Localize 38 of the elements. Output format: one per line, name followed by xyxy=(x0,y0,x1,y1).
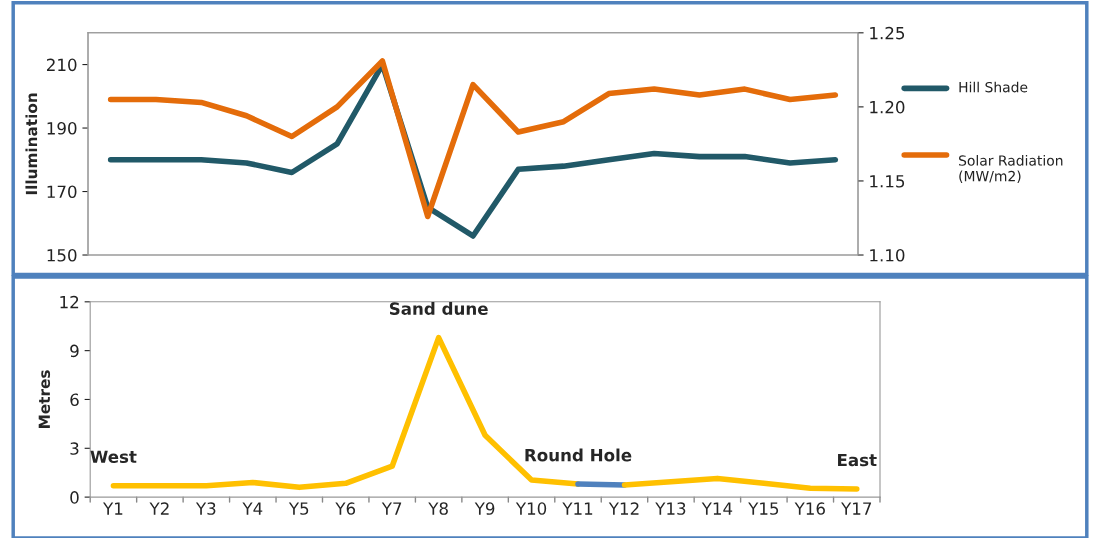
x-tick-label: Y15 xyxy=(748,502,779,515)
y-tick-label: 190 xyxy=(47,122,77,135)
x-tick-label: Y2 xyxy=(149,502,169,515)
x-tick-label: Y14 xyxy=(701,502,733,515)
y-tick-label: 170 xyxy=(47,185,77,199)
y-tick-label: 0 xyxy=(70,491,79,504)
y-tick-label: 6 xyxy=(70,393,79,407)
x-tick-label: Y11 xyxy=(562,502,593,515)
x-tick-label: Y16 xyxy=(794,502,825,515)
y-tick-label: 9 xyxy=(70,344,79,358)
y-tick-label: 150 xyxy=(47,248,77,262)
y2-tick-label: 1.10 xyxy=(870,248,905,262)
y2-tick-label: 1.20 xyxy=(870,100,905,114)
y-tick-label: 210 xyxy=(46,58,77,72)
y-tick-label: 12 xyxy=(60,295,79,309)
y-axis-title: Metres xyxy=(38,370,51,428)
x-tick-label: Y12 xyxy=(608,502,639,515)
x-tick-label: Y1 xyxy=(103,502,123,515)
x-tick-label: Y6 xyxy=(335,502,356,515)
x-tick-label: Y10 xyxy=(515,502,547,515)
legend-label: Hill Shade xyxy=(959,81,1028,93)
y2-tick-label: 1.15 xyxy=(870,175,905,188)
x-tick-label: Y3 xyxy=(195,502,216,515)
y-tick-label: 3 xyxy=(70,442,79,455)
legend-label: Solar Radiation (MW/m2) xyxy=(959,155,1063,183)
annotation: West xyxy=(90,450,137,464)
x-tick-label: Y7 xyxy=(381,502,402,515)
annotation: Round Hole xyxy=(525,448,632,462)
y-axis-title: Illumination xyxy=(25,93,38,195)
x-tick-label: Y13 xyxy=(655,502,686,515)
x-tick-label: Y4 xyxy=(242,502,263,515)
x-tick-label: Y8 xyxy=(428,502,448,515)
annotation: Sand dune xyxy=(389,302,488,315)
annotation: East xyxy=(838,453,877,467)
x-tick-label: Y5 xyxy=(288,502,309,515)
x-tick-label: Y17 xyxy=(841,502,872,515)
x-tick-label: Y9 xyxy=(474,502,495,515)
y2-tick-label: 1.25 xyxy=(870,26,905,40)
